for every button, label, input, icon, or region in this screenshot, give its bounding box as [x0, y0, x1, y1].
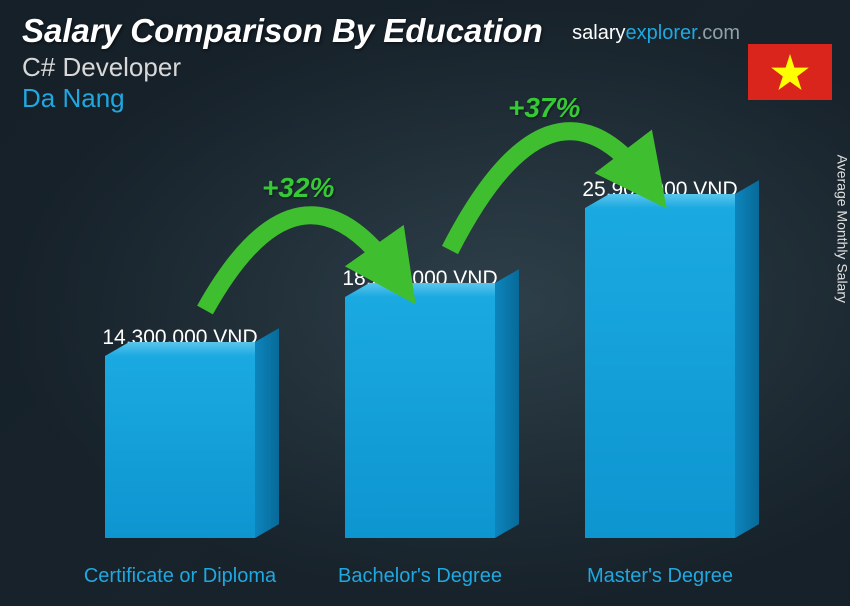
bar	[105, 356, 255, 538]
categories-container: Certificate or Diploma Bachelor's Degree…	[60, 565, 780, 588]
brand-part1: salary	[572, 22, 625, 44]
category-label: Bachelor's Degree	[320, 565, 520, 588]
bar	[345, 297, 495, 538]
bar-group: 25,900,000 VND	[560, 178, 760, 538]
bar-group: 18,900,000 VND	[320, 267, 520, 538]
chart-location: Da Nang	[22, 83, 828, 114]
delta-label: +32%	[262, 172, 334, 204]
brand-part3: .com	[697, 22, 740, 44]
chart-subtitle: C# Developer	[22, 52, 828, 83]
brand-part2: explorer	[626, 22, 697, 44]
star-icon	[770, 52, 810, 92]
bar	[585, 208, 735, 538]
category-label: Certificate or Diploma	[80, 565, 280, 588]
category-label: Master's Degree	[560, 565, 760, 588]
country-flag-vietnam	[748, 44, 832, 100]
brand-logo: salaryexplorer.com	[572, 22, 740, 45]
y-axis-label: Average Monthly Salary	[834, 155, 850, 303]
bar-chart: 14,300,000 VND 18,900,000 VND 25,900,000…	[60, 140, 780, 588]
bar-group: 14,300,000 VND	[80, 326, 280, 538]
bars-container: 14,300,000 VND 18,900,000 VND 25,900,000…	[60, 140, 780, 538]
